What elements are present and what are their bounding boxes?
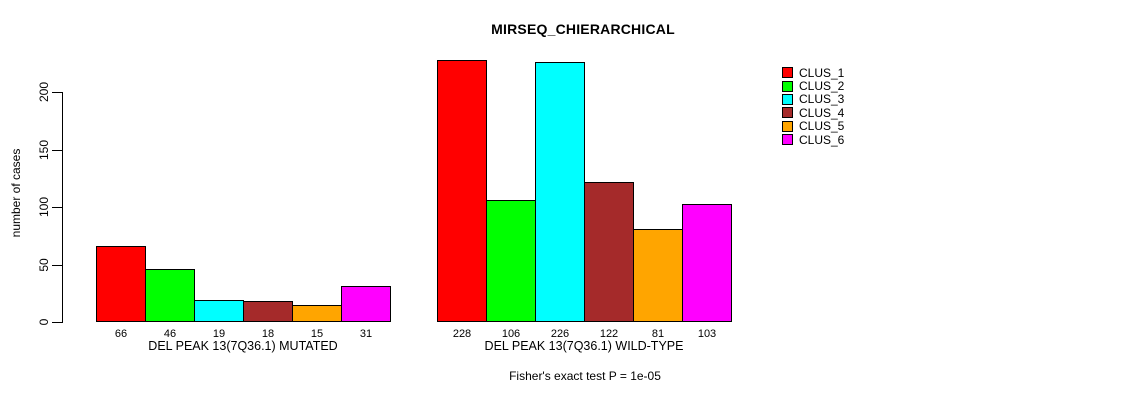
y-tick-label: 0 [37, 318, 51, 326]
y-tick-label: 100 [37, 196, 51, 218]
bar-clus_4 [243, 301, 293, 322]
y-tick-label: 50 [37, 258, 51, 272]
legend-row: CLUS_5 [782, 120, 844, 133]
bar-value-label: 31 [359, 328, 373, 340]
y-tick [52, 322, 62, 323]
legend-swatch-clus_4 [782, 107, 793, 119]
legend-swatch-clus_5 [782, 120, 793, 132]
bar-value-label: 122 [599, 328, 619, 340]
legend-row: CLUS_3 [782, 93, 844, 106]
y-tick [52, 207, 62, 208]
legend-row: CLUS_2 [782, 79, 844, 92]
y-axis-label: number of cases [9, 148, 23, 238]
bar-clus_2 [145, 269, 195, 322]
legend-swatch-clus_2 [782, 80, 793, 92]
bar-value-label: 46 [163, 328, 177, 340]
bar-clus_5 [292, 305, 342, 322]
y-tick [52, 92, 62, 93]
bar-value-label: 228 [452, 328, 472, 340]
annotation-fisher-test: Fisher's exact test P = 1e-05 [509, 369, 661, 383]
bar-clus_6 [682, 204, 732, 322]
x-axis-group-label-wild-type: DEL PEAK 13(7Q36.1) WILD-TYPE [484, 339, 684, 353]
bar-clus_1 [437, 60, 487, 322]
bar-clus_5 [633, 229, 683, 322]
bar-clus_3 [194, 300, 244, 322]
legend-row: CLUS_4 [782, 106, 844, 119]
x-axis-group-label-mutated: DEL PEAK 13(7Q36.1) MUTATED [148, 339, 338, 353]
bar-value-label: 103 [697, 328, 717, 340]
legend-label: CLUS_6 [799, 132, 845, 147]
bar-value-label: 15 [310, 328, 324, 340]
y-axis-line [62, 92, 63, 323]
legend-row: CLUS_1 [782, 66, 844, 79]
y-tick [52, 150, 62, 151]
chart-title: MIRSEQ_CHIERARCHICAL [491, 21, 675, 37]
y-tick [52, 265, 62, 266]
legend-label: CLUS_4 [799, 105, 845, 120]
legend-label: CLUS_2 [799, 79, 845, 94]
bar-clus_3 [535, 62, 585, 322]
legend-swatch-clus_1 [782, 67, 793, 79]
bar-value-label: 18 [261, 328, 275, 340]
y-tick-label: 150 [37, 139, 51, 161]
bar-value-label: 81 [651, 328, 665, 340]
bar-clus_2 [486, 200, 536, 322]
legend-label: CLUS_3 [799, 92, 845, 107]
bar-clus_4 [584, 182, 634, 322]
bar-value-label: 66 [114, 328, 128, 340]
bar-clus_6 [341, 286, 391, 322]
y-tick-label: 200 [37, 81, 51, 103]
legend-label: CLUS_5 [799, 119, 845, 134]
legend-row: CLUS_6 [782, 133, 844, 146]
legend: CLUS_1 CLUS_2 CLUS_3 CLUS_4 CLUS_5 CLUS_6 [782, 66, 844, 146]
bar-value-label: 19 [212, 328, 226, 340]
legend-label: CLUS_1 [799, 65, 845, 80]
bar-clus_1 [96, 246, 146, 322]
bar-value-label: 226 [550, 328, 570, 340]
legend-swatch-clus_3 [782, 93, 793, 105]
bar-value-label: 106 [501, 328, 521, 340]
legend-swatch-clus_6 [782, 134, 793, 146]
